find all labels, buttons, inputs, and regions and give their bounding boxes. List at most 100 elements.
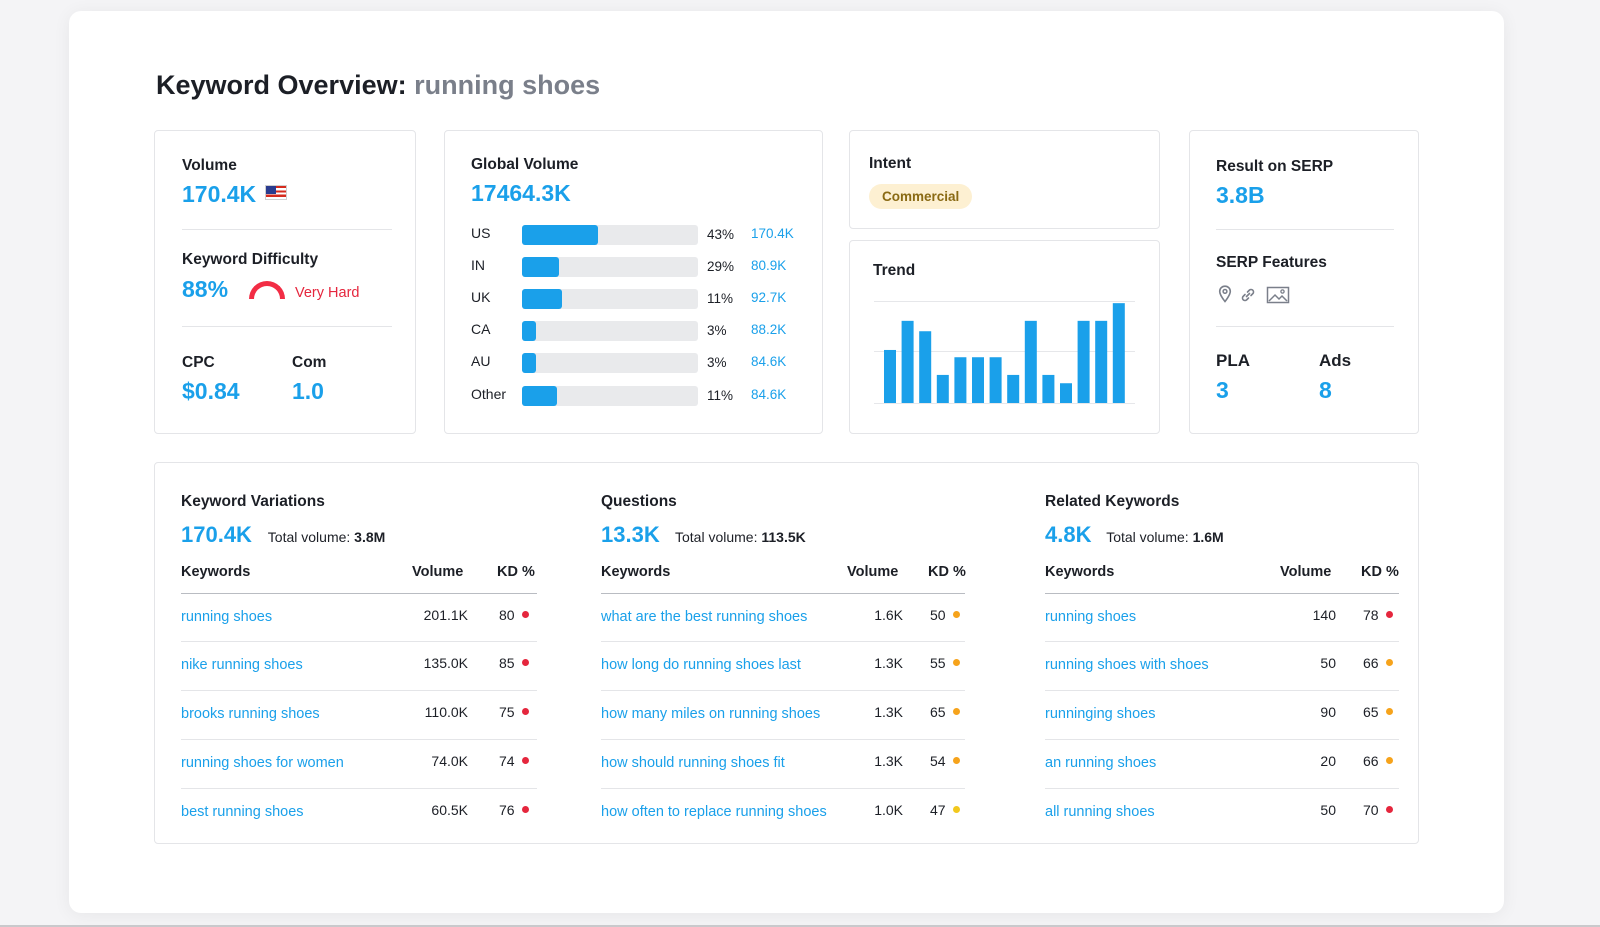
keyword-link[interactable]: brooks running shoes [181, 706, 320, 722]
keyword-kd: 54 [930, 753, 946, 769]
table-row-divider [181, 739, 537, 740]
page-title: Keyword Overview: running shoes [156, 70, 600, 101]
keyword-volume: 74.0K [431, 753, 468, 769]
keyword-link[interactable]: best running shoes [181, 804, 304, 820]
keyword-link[interactable]: an running shoes [1045, 755, 1157, 771]
column-header-volume[interactable]: Volume [847, 564, 899, 580]
country-volume-link[interactable]: 92.7K [751, 290, 787, 305]
com-label: Com [292, 354, 327, 371]
trend-bar [1007, 374, 1020, 403]
keyword-volume: 50 [1320, 802, 1336, 818]
keyword-volume: 90 [1320, 704, 1336, 720]
trend-bar [936, 374, 949, 403]
keyword-link[interactable]: all running shoes [1045, 804, 1155, 820]
kd-indicator-dot [522, 611, 529, 618]
keyword-link[interactable]: how many miles on running shoes [601, 706, 821, 722]
kd-indicator-dot [1386, 708, 1393, 715]
table-row-divider [601, 739, 965, 740]
keyword-kd: 65 [1363, 704, 1379, 720]
column-header-volume[interactable]: Volume [412, 564, 464, 580]
divider [182, 229, 392, 230]
keyword-link[interactable]: running shoes [1045, 609, 1137, 625]
table-row-divider [601, 641, 965, 642]
keyword-volume: 1.3K [874, 704, 903, 720]
keyword-link[interactable]: how often to replace running shoes [601, 804, 827, 820]
kd-indicator-dot [1386, 659, 1393, 666]
country-volume-link[interactable]: 170.4K [751, 226, 794, 241]
column-header-volume[interactable]: Volume [1280, 564, 1332, 580]
country-share-percent: 29% [707, 259, 735, 274]
keyword-link[interactable]: running shoes [181, 609, 273, 625]
country-share-bar-track [522, 289, 698, 309]
country-share-percent: 11% [707, 291, 734, 306]
country-share-percent: 3% [707, 355, 727, 370]
column-header-kd[interactable]: KD % [928, 564, 966, 580]
keyword-link[interactable]: how should running shoes fit [601, 755, 785, 771]
section-title: Keyword Variations [181, 493, 325, 510]
country-share-percent: 43% [707, 227, 735, 242]
keyword-kd: 76 [499, 802, 515, 818]
country-share-bar [522, 225, 598, 245]
trend-bar [1024, 320, 1037, 403]
page-title-prefix: Keyword Overview: [156, 70, 407, 100]
keyword-volume: 1.3K [874, 753, 903, 769]
keyword-kd: 55 [930, 655, 946, 671]
trend-bar [972, 357, 984, 403]
section-total-volume: Total volume: 3.8M [268, 529, 386, 545]
com-value: 1.0 [292, 378, 324, 404]
keyword-kd: 65 [930, 704, 946, 720]
keyword-volume: 1.0K [874, 802, 903, 818]
global-volume-card: Global Volume 17464.3K US 43% 170.4K IN 29% 8… [444, 130, 823, 434]
column-header-kd[interactable]: KD % [497, 564, 535, 580]
column-header-keywords: Keywords [181, 564, 251, 580]
total-volume-value: 1.6M [1192, 529, 1224, 545]
keyword-link[interactable]: nike running shoes [181, 657, 303, 673]
country-volume-link[interactable]: 84.6K [751, 387, 787, 402]
kd-indicator-dot [953, 611, 960, 618]
country-code: US [471, 225, 491, 241]
intent-label: Intent [869, 155, 912, 172]
section-count-link[interactable]: 13.3K [601, 522, 660, 547]
country-volume-row: US 43% 170.4K [471, 225, 811, 245]
keyword-volume: 1.3K [874, 655, 903, 671]
section-count-link[interactable]: 4.8K [1045, 522, 1092, 547]
keyword-link[interactable]: how long do running shoes last [601, 657, 801, 673]
table-header-divider [181, 593, 537, 594]
keyword-link[interactable]: running shoes for women [181, 755, 344, 771]
keyword-link[interactable]: runninging shoes [1045, 706, 1156, 722]
country-volume-link[interactable]: 88.2K [751, 322, 787, 337]
section-total-volume: Total volume: 113.5K [675, 529, 806, 545]
trend-bar [919, 331, 932, 403]
volume-card: Volume 170.4K Keyword Difficulty 88% Ver… [154, 130, 416, 434]
column-header-keywords: Keywords [601, 564, 671, 580]
keyword-link[interactable]: running shoes with shoes [1045, 657, 1209, 673]
pla-value: 3 [1216, 377, 1229, 403]
keyword-volume: 140 [1312, 607, 1336, 623]
keyword-link[interactable]: what are the best running shoes [601, 609, 808, 625]
keyword-volume: 60.5K [431, 802, 468, 818]
kd-indicator-dot [522, 806, 529, 813]
country-share-percent: 3% [707, 323, 727, 338]
keyword-volume: 1.6K [874, 607, 903, 623]
keyword-kd: 80 [499, 607, 515, 623]
country-share-percent: 11% [707, 388, 734, 403]
country-volume-row: UK 11% 92.7K [471, 289, 811, 309]
keyword-kd: 66 [1363, 655, 1379, 671]
cpc-label: CPC [182, 354, 215, 371]
section-count-link[interactable]: 170.4K [181, 522, 252, 547]
country-volume-row: Other 11% 84.6K [471, 386, 811, 406]
keyword-kd: 85 [499, 655, 515, 671]
trend-bar [1112, 303, 1125, 403]
kd-indicator-dot [953, 757, 960, 764]
country-code: IN [471, 257, 485, 273]
country-volume-link[interactable]: 84.6K [751, 354, 787, 369]
table-row-divider [1045, 690, 1399, 691]
divider [1216, 229, 1394, 230]
column-header-kd[interactable]: KD % [1361, 564, 1399, 580]
country-volume-link[interactable]: 80.9K [751, 258, 787, 273]
country-share-bar-track [522, 386, 698, 406]
table-header-divider [1045, 593, 1399, 594]
page-title-keyword: running shoes [414, 70, 601, 100]
total-volume-value: 3.8M [354, 529, 386, 545]
keyword-kd: 66 [1363, 753, 1379, 769]
